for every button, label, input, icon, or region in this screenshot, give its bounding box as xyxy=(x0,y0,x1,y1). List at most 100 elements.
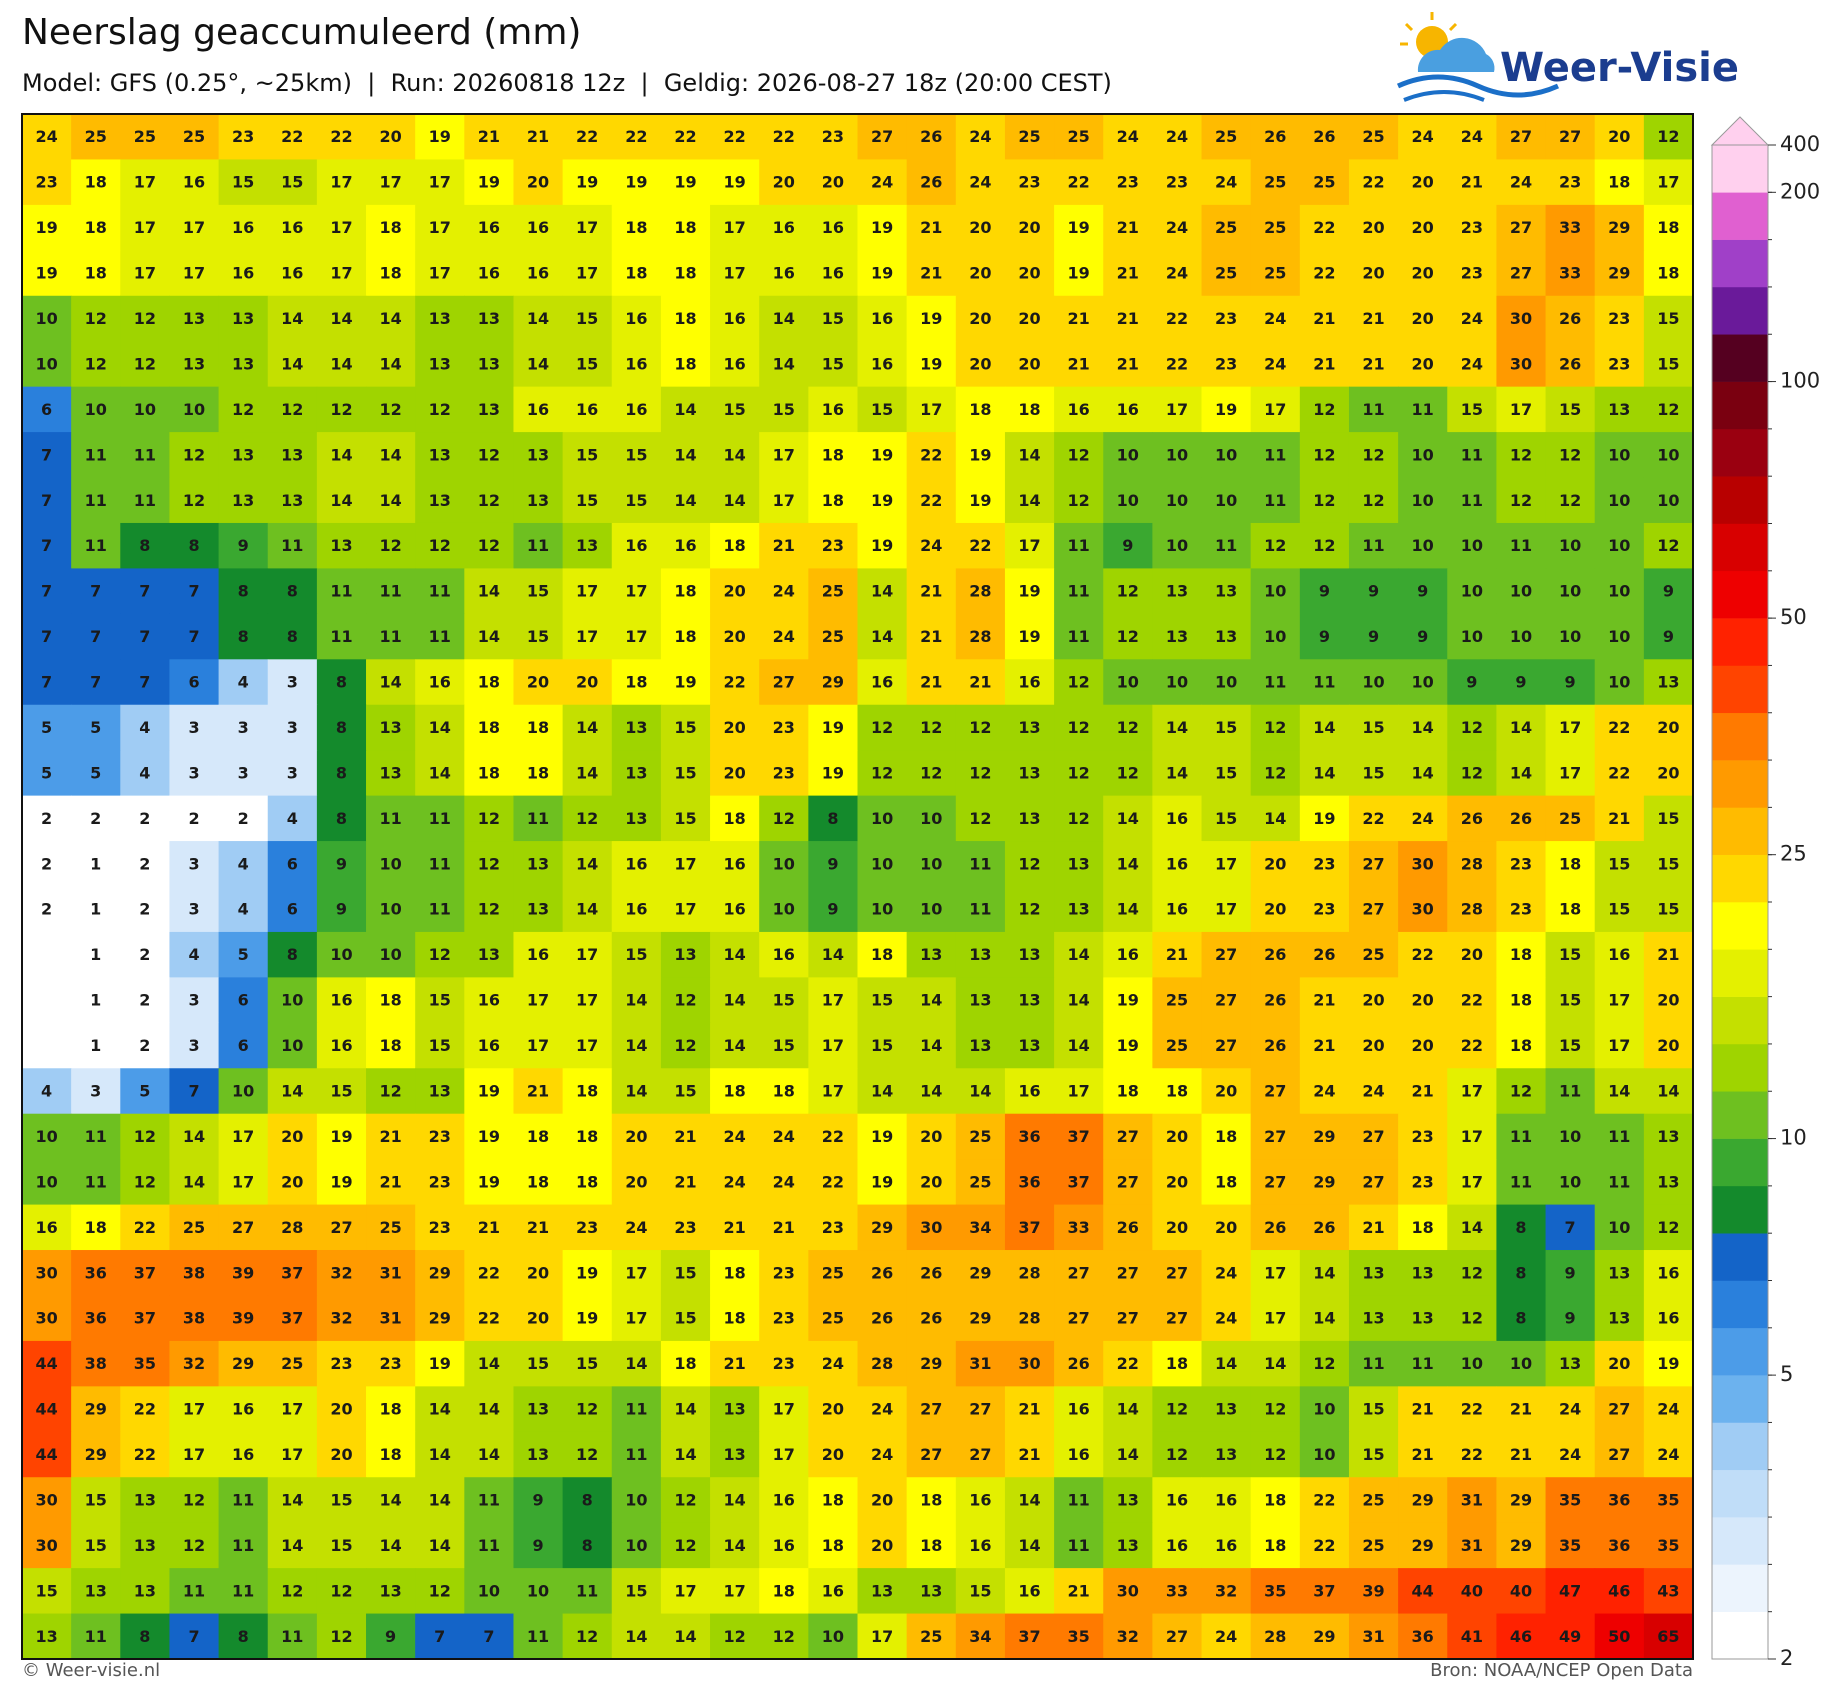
cell-value: 24 xyxy=(1362,1081,1384,1100)
cell xyxy=(1103,1204,1153,1251)
cell-value: 34 xyxy=(969,1218,991,1237)
cell xyxy=(808,1340,858,1387)
cell-value: 11 xyxy=(1068,582,1090,601)
cell xyxy=(1004,159,1055,206)
cell xyxy=(857,841,908,887)
cell-value: 14 xyxy=(1166,763,1188,782)
cell-value: 12 xyxy=(969,718,991,737)
cell xyxy=(1152,841,1203,887)
cell-value: 24 xyxy=(1559,1445,1581,1464)
cell-value: 6 xyxy=(188,673,199,692)
cell xyxy=(1299,1613,1350,1659)
cell xyxy=(218,1522,269,1569)
cell xyxy=(1594,613,1645,660)
cell-value: 15 xyxy=(429,991,451,1010)
cell xyxy=(759,704,809,751)
cell xyxy=(1054,114,1104,160)
cell xyxy=(1250,1113,1301,1160)
cell xyxy=(1152,159,1203,206)
cell-value: 14 xyxy=(1117,1400,1139,1419)
cell xyxy=(464,659,514,706)
cell xyxy=(906,159,957,206)
cell xyxy=(267,1295,318,1342)
cell-value: 10 xyxy=(281,991,303,1010)
cell xyxy=(660,432,711,479)
cell xyxy=(1201,522,1252,569)
cell xyxy=(415,1386,465,1433)
colorbar-band xyxy=(1712,854,1768,903)
cell-value: 6 xyxy=(238,991,249,1010)
cell-value: 8 xyxy=(1515,1218,1526,1237)
cell-value: 19 xyxy=(1018,582,1040,601)
cell-value: 15 xyxy=(576,445,598,464)
cell xyxy=(1348,204,1399,251)
cell xyxy=(808,1477,858,1524)
cell xyxy=(1545,1477,1596,1524)
cell xyxy=(415,931,465,978)
cell-value: 9 xyxy=(1368,627,1379,646)
cell xyxy=(808,477,858,524)
cell-value: 30 xyxy=(920,1218,942,1237)
cell-value: 29 xyxy=(871,1218,893,1237)
cell-value: 35 xyxy=(1657,1536,1679,1555)
cell-value: 17 xyxy=(723,264,745,283)
cell-value: 2 xyxy=(90,809,101,828)
cell xyxy=(120,295,170,342)
cell-value: 19 xyxy=(871,1172,893,1191)
cell xyxy=(1054,659,1104,706)
cell-value: 24 xyxy=(1264,354,1286,373)
cell xyxy=(611,1022,662,1069)
cell-value: 24 xyxy=(773,1172,795,1191)
cell-value: 15 xyxy=(625,445,647,464)
cell-value: 17 xyxy=(1264,400,1286,419)
cell-value: 11 xyxy=(1068,1536,1090,1555)
cell-value: 18 xyxy=(527,718,549,737)
cell xyxy=(1201,1477,1252,1524)
cell xyxy=(611,613,662,660)
cell-value: 27 xyxy=(330,1218,352,1237)
cell-value: 11 xyxy=(1264,445,1286,464)
cell-value: 11 xyxy=(232,1581,254,1600)
cell xyxy=(759,386,809,433)
cell-value: 27 xyxy=(1215,991,1237,1010)
cell-value: 12 xyxy=(1166,1445,1188,1464)
cell-value: 15 xyxy=(576,491,598,510)
cell-value: 50 xyxy=(1608,1627,1630,1646)
cell-value: 22 xyxy=(969,536,991,555)
cell xyxy=(710,1068,760,1115)
cell-value: 13 xyxy=(478,400,500,419)
cell-value: 10 xyxy=(1461,627,1483,646)
cell-value: 17 xyxy=(822,1081,844,1100)
cell-value: 25 xyxy=(1313,173,1335,192)
cell-value: 23 xyxy=(1608,354,1630,373)
cell xyxy=(562,795,613,842)
cell-value: 9 xyxy=(1319,627,1330,646)
cell-value: 17 xyxy=(379,173,401,192)
cell xyxy=(1447,341,1497,388)
cell xyxy=(464,1613,514,1659)
cell xyxy=(1643,522,1693,569)
cell xyxy=(955,931,1006,978)
cell-value: 14 xyxy=(1215,1354,1237,1373)
cell xyxy=(71,114,121,160)
cell xyxy=(316,1340,367,1387)
cell xyxy=(660,1295,711,1342)
cell-value: 10 xyxy=(920,854,942,873)
cell-value: 1 xyxy=(90,945,101,964)
cell xyxy=(218,341,269,388)
cell xyxy=(267,568,318,615)
cell-value: 18 xyxy=(1166,1081,1188,1100)
cell-value: 22 xyxy=(1461,1036,1483,1055)
cell xyxy=(71,341,121,388)
cell xyxy=(1004,386,1055,433)
cell-value: 15 xyxy=(1362,718,1384,737)
cell-value: 18 xyxy=(1412,1218,1434,1237)
cell-value: 12 xyxy=(1018,900,1040,919)
cell-value: 26 xyxy=(1313,945,1335,964)
cell-value: 13 xyxy=(1657,1127,1679,1146)
cell xyxy=(906,613,957,660)
cell xyxy=(169,659,220,706)
cell xyxy=(710,1204,760,1251)
colorbar-band xyxy=(1712,239,1768,288)
cell-value: 22 xyxy=(330,127,352,146)
